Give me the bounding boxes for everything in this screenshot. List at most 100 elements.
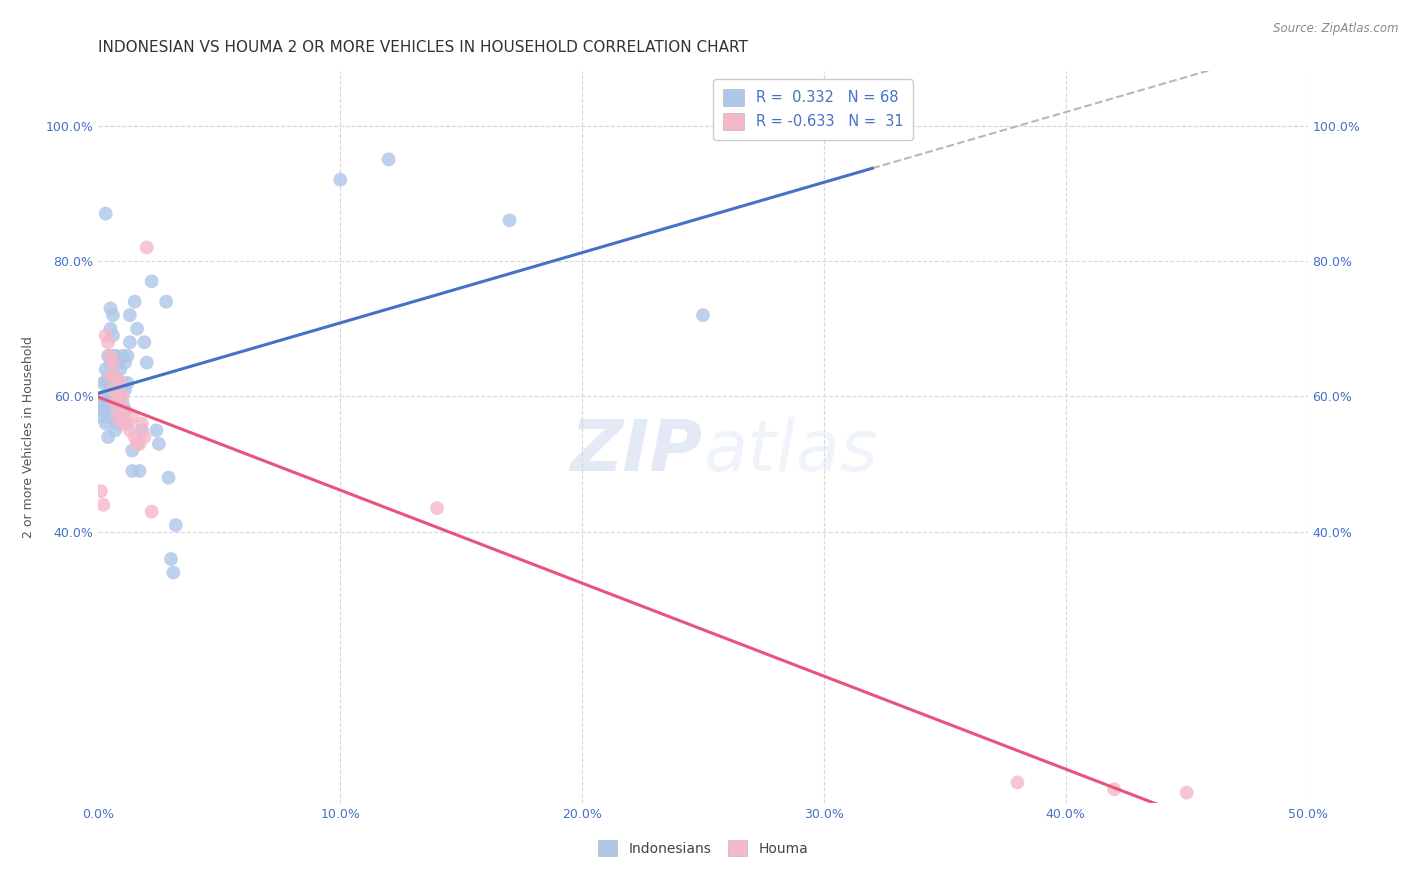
Point bbox=[135, 355, 157, 369]
Point bbox=[91, 403, 114, 417]
Point bbox=[107, 409, 129, 424]
Point bbox=[100, 409, 122, 424]
Point bbox=[107, 376, 129, 390]
Point bbox=[117, 376, 139, 390]
Point bbox=[100, 301, 122, 316]
Point bbox=[97, 335, 120, 350]
Point bbox=[111, 417, 134, 431]
Point bbox=[101, 355, 124, 369]
Point bbox=[90, 484, 112, 499]
Point bbox=[101, 349, 124, 363]
Point bbox=[97, 349, 120, 363]
Point bbox=[90, 409, 112, 424]
Point bbox=[107, 389, 129, 403]
Point bbox=[377, 153, 399, 167]
Point bbox=[104, 396, 127, 410]
Point bbox=[97, 389, 120, 403]
Point bbox=[104, 389, 127, 403]
Point bbox=[97, 409, 120, 424]
Point bbox=[101, 383, 124, 397]
Point bbox=[104, 349, 127, 363]
Point bbox=[117, 417, 139, 431]
Point bbox=[426, 501, 449, 516]
Text: INDONESIAN VS HOUMA 2 OR MORE VEHICLES IN HOUSEHOLD CORRELATION CHART: INDONESIAN VS HOUMA 2 OR MORE VEHICLES I… bbox=[98, 40, 748, 55]
Point bbox=[100, 376, 122, 390]
Point bbox=[157, 471, 180, 485]
Point bbox=[111, 396, 134, 410]
Point bbox=[148, 437, 170, 451]
Point bbox=[121, 443, 143, 458]
Point bbox=[114, 355, 136, 369]
Point bbox=[498, 213, 520, 227]
Point bbox=[104, 369, 127, 384]
Point bbox=[127, 322, 149, 336]
Legend: Indonesians, Houma: Indonesians, Houma bbox=[592, 835, 814, 862]
Point bbox=[131, 423, 153, 437]
Point bbox=[97, 430, 120, 444]
Point bbox=[114, 383, 136, 397]
Point bbox=[108, 389, 131, 403]
Point bbox=[94, 417, 117, 431]
Point bbox=[100, 322, 122, 336]
Point bbox=[100, 349, 122, 363]
Point bbox=[165, 518, 187, 533]
Point bbox=[101, 369, 124, 384]
Point bbox=[111, 376, 134, 390]
Point bbox=[94, 376, 117, 390]
Point bbox=[94, 362, 117, 376]
Point bbox=[124, 430, 146, 444]
Text: ZIP: ZIP bbox=[571, 417, 703, 486]
Point bbox=[107, 417, 129, 431]
Point bbox=[127, 437, 149, 451]
Point bbox=[101, 308, 124, 322]
Point bbox=[162, 566, 184, 580]
Point bbox=[135, 240, 157, 254]
Point bbox=[114, 403, 136, 417]
Point bbox=[121, 409, 143, 424]
Point bbox=[97, 369, 120, 384]
Point bbox=[104, 409, 127, 424]
Point bbox=[100, 396, 122, 410]
Point bbox=[1175, 786, 1198, 800]
Point bbox=[104, 423, 127, 437]
Point bbox=[118, 308, 141, 322]
Point bbox=[118, 335, 141, 350]
Point bbox=[100, 355, 122, 369]
Point bbox=[100, 369, 122, 384]
Point bbox=[121, 464, 143, 478]
Point bbox=[111, 349, 134, 363]
Point bbox=[101, 389, 124, 403]
Point bbox=[107, 396, 129, 410]
Point bbox=[141, 505, 163, 519]
Point bbox=[160, 552, 183, 566]
Point bbox=[692, 308, 714, 322]
Point bbox=[108, 409, 131, 424]
Point bbox=[155, 294, 177, 309]
Point bbox=[128, 437, 150, 451]
Point bbox=[94, 206, 117, 220]
Point bbox=[90, 396, 112, 410]
Point bbox=[91, 389, 114, 403]
Point bbox=[91, 498, 114, 512]
Point bbox=[107, 355, 129, 369]
Point bbox=[128, 464, 150, 478]
Point bbox=[124, 294, 146, 309]
Point bbox=[117, 349, 139, 363]
Point bbox=[108, 362, 131, 376]
Point bbox=[104, 369, 127, 384]
Point bbox=[1007, 775, 1029, 789]
Point bbox=[111, 389, 134, 403]
Point bbox=[94, 328, 117, 343]
Point bbox=[108, 403, 131, 417]
Point bbox=[101, 328, 124, 343]
Point bbox=[1102, 782, 1125, 797]
Point bbox=[114, 403, 136, 417]
Point bbox=[131, 417, 153, 431]
Point bbox=[94, 396, 117, 410]
Point bbox=[108, 376, 131, 390]
Text: Source: ZipAtlas.com: Source: ZipAtlas.com bbox=[1274, 22, 1399, 36]
Point bbox=[118, 423, 141, 437]
Point bbox=[134, 430, 156, 444]
Point bbox=[141, 274, 163, 288]
Y-axis label: 2 or more Vehicles in Household: 2 or more Vehicles in Household bbox=[21, 336, 35, 538]
